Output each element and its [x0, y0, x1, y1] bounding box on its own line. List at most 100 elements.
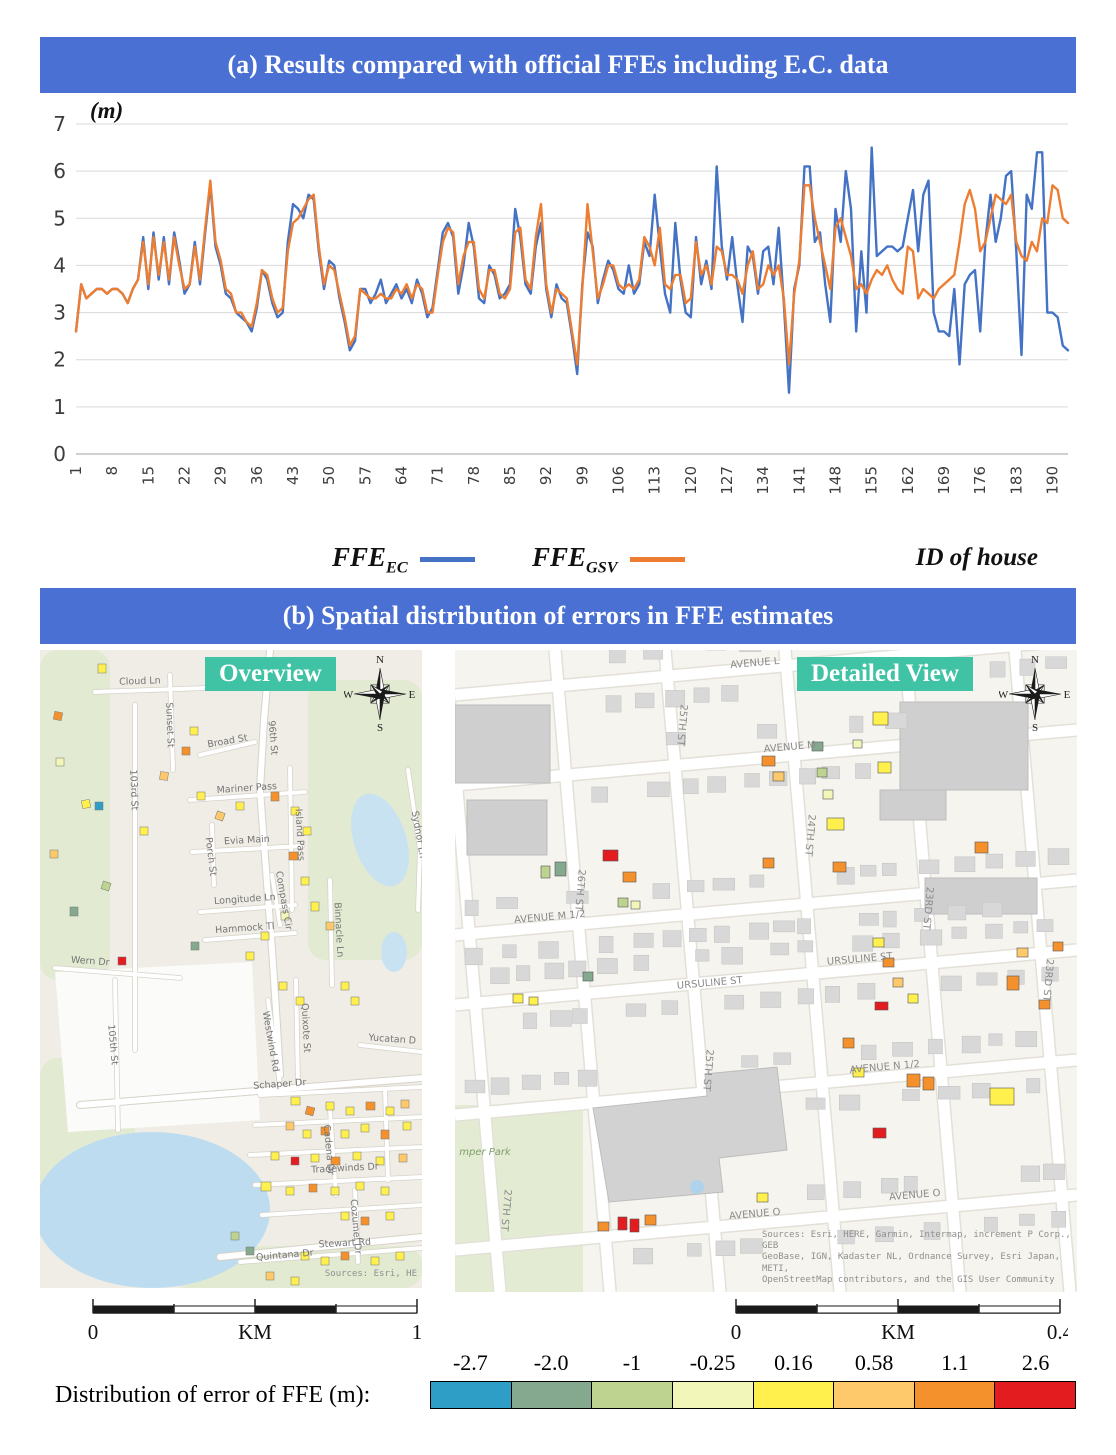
error-building [1006, 975, 1020, 991]
svg-text:N: N [1031, 654, 1039, 666]
chart-legend: FFEEC FFEGSV ID of house [40, 538, 1076, 586]
svg-text:Hammock Tl: Hammock Tl [215, 921, 275, 936]
ramp-tick: 0.58 [854, 1350, 894, 1375]
error-building [360, 1216, 370, 1226]
svg-text:190: 190 [1044, 466, 1062, 495]
svg-text:Yucatan D: Yucatan D [367, 1032, 416, 1046]
road [93, 686, 207, 694]
error-building [617, 897, 629, 908]
svg-text:127: 127 [718, 466, 736, 495]
error-building [290, 806, 300, 816]
svg-text:120: 120 [682, 466, 700, 495]
svg-text:15: 15 [139, 466, 157, 485]
ramp-tick: 0.16 [774, 1350, 813, 1375]
road [188, 790, 307, 802]
svg-text:26TH ST: 26TH ST [572, 869, 587, 913]
ramp-segment [592, 1382, 673, 1408]
svg-text:36: 36 [248, 466, 266, 485]
svg-text:S: S [1032, 722, 1038, 732]
error-building [989, 1087, 1015, 1106]
error-building [325, 921, 335, 931]
svg-text:85: 85 [501, 466, 519, 485]
svg-text:99: 99 [573, 466, 591, 485]
ffe-gsv-line-swatch [629, 557, 685, 563]
svg-text:W: W [344, 689, 354, 701]
svg-text:mper Park: mper Park [459, 1147, 512, 1158]
error-building [52, 710, 64, 722]
error-building [772, 771, 785, 782]
error-building [842, 1037, 855, 1049]
svg-text:96th St: 96th St [266, 720, 280, 756]
error-building [602, 849, 619, 862]
panel-b-header: (b) Spatial distribution of errors in FF… [40, 588, 1076, 644]
svg-text:25TH ST: 25TH ST [674, 704, 689, 748]
x-axis-label: ID of house [915, 544, 1038, 571]
error-building [1052, 941, 1064, 952]
error-building [922, 1076, 935, 1091]
error-building [350, 996, 360, 1006]
error-building [816, 767, 828, 778]
svg-text:57: 57 [356, 466, 374, 485]
road [256, 650, 283, 1078]
error-building [330, 1186, 340, 1196]
error-building [512, 993, 524, 1004]
svg-text:71: 71 [429, 466, 447, 485]
svg-text:Stewart Rd: Stewart Rd [318, 1237, 371, 1251]
error-building [630, 900, 641, 910]
error-building [644, 1214, 657, 1226]
svg-text:134: 134 [754, 466, 772, 495]
error-building [582, 971, 594, 982]
ramp-segment [995, 1382, 1075, 1408]
svg-text:Quintana Dr: Quintana Dr [256, 1248, 315, 1264]
error-building [80, 798, 92, 810]
error-building [189, 726, 199, 736]
road [406, 768, 422, 912]
panel-b-title: (b) Spatial distribution of errors in FF… [282, 601, 834, 630]
ffe-ec-line-swatch [419, 557, 475, 563]
svg-text:(m): (m) [90, 98, 123, 123]
ramp-color-bar [430, 1381, 1076, 1409]
error-building [872, 937, 885, 948]
error-building [811, 741, 824, 752]
ramp-tick: 1.1 [941, 1350, 969, 1375]
error-building [617, 1216, 628, 1231]
error-building [906, 1073, 921, 1088]
error-building [94, 801, 104, 811]
error-building [139, 826, 149, 836]
error-building [540, 865, 551, 879]
ffe-comparison-chart: 0 1 2 3 4 5 6 7 1 8 15 22 29 36 43 50 57 64 71 78 85 92 99 106 1… [40, 98, 1076, 538]
ramp-segment [431, 1382, 512, 1408]
error-building [852, 739, 863, 749]
ramp-segment [511, 1382, 593, 1408]
error-building [302, 1129, 312, 1139]
map-attribution: Sources: Esri, HERE, Garmin, Intermap, i… [762, 1230, 1072, 1286]
error-building [761, 755, 776, 767]
svg-text:Cloud Ln: Cloud Ln [119, 675, 161, 687]
svg-text:64: 64 [393, 466, 411, 485]
svg-text:Binnacle Ln: Binnacle Ln [332, 902, 346, 958]
svg-text:24TH ST: 24TH ST [802, 814, 817, 858]
error-building [907, 993, 919, 1004]
error-building [398, 1153, 408, 1163]
error-building [290, 1276, 300, 1286]
error-building [974, 841, 989, 854]
error-building [330, 1156, 341, 1166]
error-building [280, 911, 290, 921]
road [353, 1188, 360, 1264]
error-building [49, 849, 59, 859]
line-ffe_gsv [74, 179, 1070, 366]
road [203, 931, 297, 942]
error-building [260, 1181, 272, 1192]
svg-text:0: 0 [53, 442, 66, 466]
error-building [290, 1096, 301, 1106]
road [328, 878, 334, 987]
error-building [235, 801, 245, 811]
error-building [97, 663, 107, 674]
svg-text:AVENUE O: AVENUE O [889, 1188, 941, 1203]
road [253, 1115, 422, 1127]
road [328, 1108, 338, 1197]
svg-text:Island Pass: Island Pass [293, 808, 307, 861]
road [198, 903, 297, 914]
